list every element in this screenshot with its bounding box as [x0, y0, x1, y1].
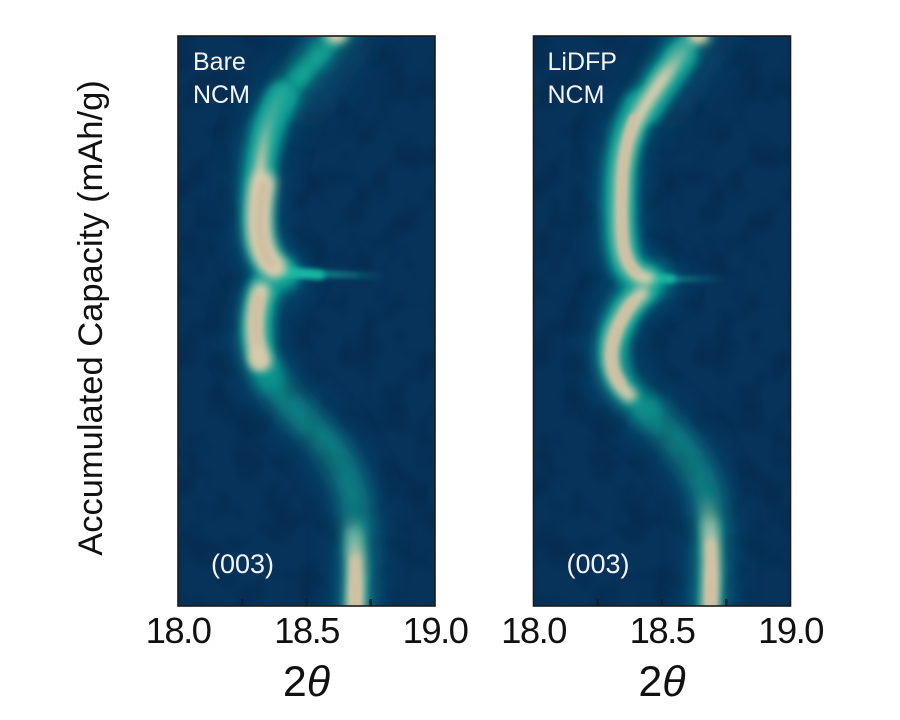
svg-text:19.0: 19.0: [403, 610, 468, 651]
svg-text:18.0: 18.0: [146, 610, 211, 651]
svg-text:NCM: NCM: [193, 81, 250, 109]
svg-text:Bare: Bare: [193, 48, 246, 76]
svg-text:18.5: 18.5: [630, 610, 695, 651]
svg-text:(003): (003): [211, 549, 274, 579]
svg-text:18.0: 18.0: [501, 610, 566, 651]
svg-text:19.0: 19.0: [758, 610, 823, 651]
svg-text:2θ: 2θ: [638, 658, 685, 706]
svg-text:Accumulated Capacity (mAh/g): Accumulated Capacity (mAh/g): [72, 80, 110, 556]
svg-text:2θ: 2θ: [283, 658, 330, 706]
svg-text:18.5: 18.5: [274, 610, 339, 651]
svg-text:NCM: NCM: [548, 81, 605, 109]
svg-text:(003): (003): [567, 549, 630, 579]
svg-text:LiDFP: LiDFP: [548, 48, 617, 76]
